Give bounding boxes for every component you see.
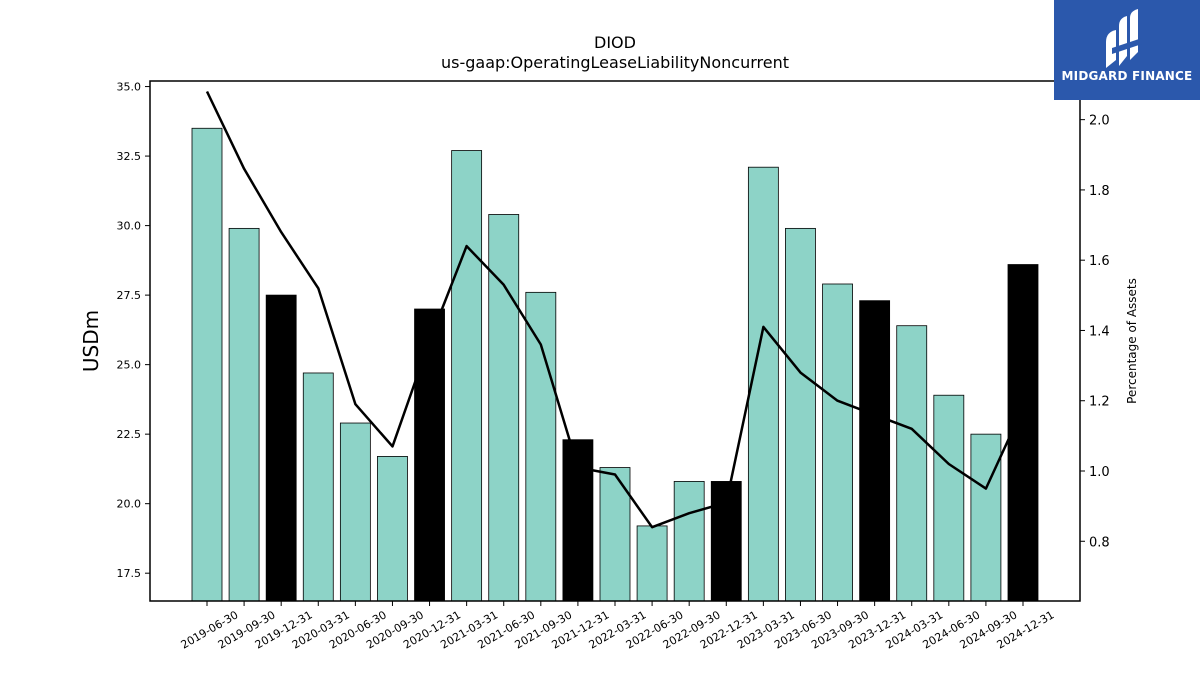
left-axis-ticks: 17.5 20.0 22.5 25.0 27.5 30.0 32.5 35.0 [117, 81, 150, 580]
y-tick-label: 27.5 [117, 289, 142, 302]
y-axis-label: USDm [79, 310, 103, 372]
y-tick-label: 20.0 [117, 498, 142, 511]
bar-2019-12-31 [265, 294, 297, 602]
right-axis-ticks: 0.8 1.0 1.2 1.4 1.6 1.8 2.0 [1080, 114, 1110, 550]
percentage-line [205, 90, 1025, 529]
brand-logo: MIDGARD FINANCE [1054, 0, 1200, 100]
y2-tick-label: 1.4 [1089, 324, 1110, 339]
bar-2023-12-31 [859, 300, 891, 602]
bar-2022-06-30 [636, 525, 668, 602]
y-tick-label: 17.5 [117, 567, 142, 580]
bar-2019-09-30 [228, 227, 260, 602]
bar-2021-09-30 [525, 291, 557, 602]
bar-2023-03-31 [747, 166, 779, 602]
x-axis-ticks: 2019-06-302019-09-302019-12-312020-03-31… [179, 601, 1057, 652]
y2-tick-label: 0.8 [1089, 535, 1110, 550]
bar-series [191, 127, 1039, 602]
bar-2020-09-30 [377, 456, 408, 602]
chart-title: DIOD [594, 33, 636, 52]
y-tick-label: 35.0 [117, 81, 142, 94]
bar-2020-03-31 [302, 372, 334, 602]
bar-2023-06-30 [785, 227, 816, 602]
y2-tick-label: 1.0 [1089, 465, 1110, 480]
midgard-logo-icon [1106, 9, 1142, 68]
y2-tick-label: 2.0 [1089, 114, 1110, 129]
y2-tick-label: 1.8 [1089, 184, 1110, 199]
line-series [205, 90, 1025, 529]
bar-2024-06-30 [933, 394, 965, 602]
y2-tick-label: 1.2 [1089, 395, 1110, 410]
y-tick-label: 32.5 [117, 150, 142, 163]
bar-2024-09-30 [970, 433, 1002, 602]
bar-2021-03-31 [451, 150, 483, 602]
bar-2022-09-30 [673, 481, 705, 602]
chart-subtitle: us-gaap:OperatingLeaseLiabilityNoncurren… [441, 53, 789, 72]
bar-2024-03-31 [896, 325, 928, 602]
brand-name: MIDGARD FINANCE [1061, 69, 1193, 83]
bar-2019-06-30 [191, 127, 223, 602]
y-tick-label: 30.0 [117, 220, 142, 233]
y-tick-label: 22.5 [117, 428, 142, 441]
bar-2022-12-31 [710, 481, 742, 602]
y2-axis-label: Percentage of Assets [1125, 278, 1139, 404]
bar-2021-06-30 [488, 214, 520, 602]
y2-tick-label: 1.6 [1089, 254, 1110, 269]
bar-2023-09-30 [822, 283, 853, 602]
bar-2020-12-31 [414, 308, 445, 602]
y-tick-label: 25.0 [117, 359, 142, 372]
bar-2020-06-30 [339, 422, 371, 602]
